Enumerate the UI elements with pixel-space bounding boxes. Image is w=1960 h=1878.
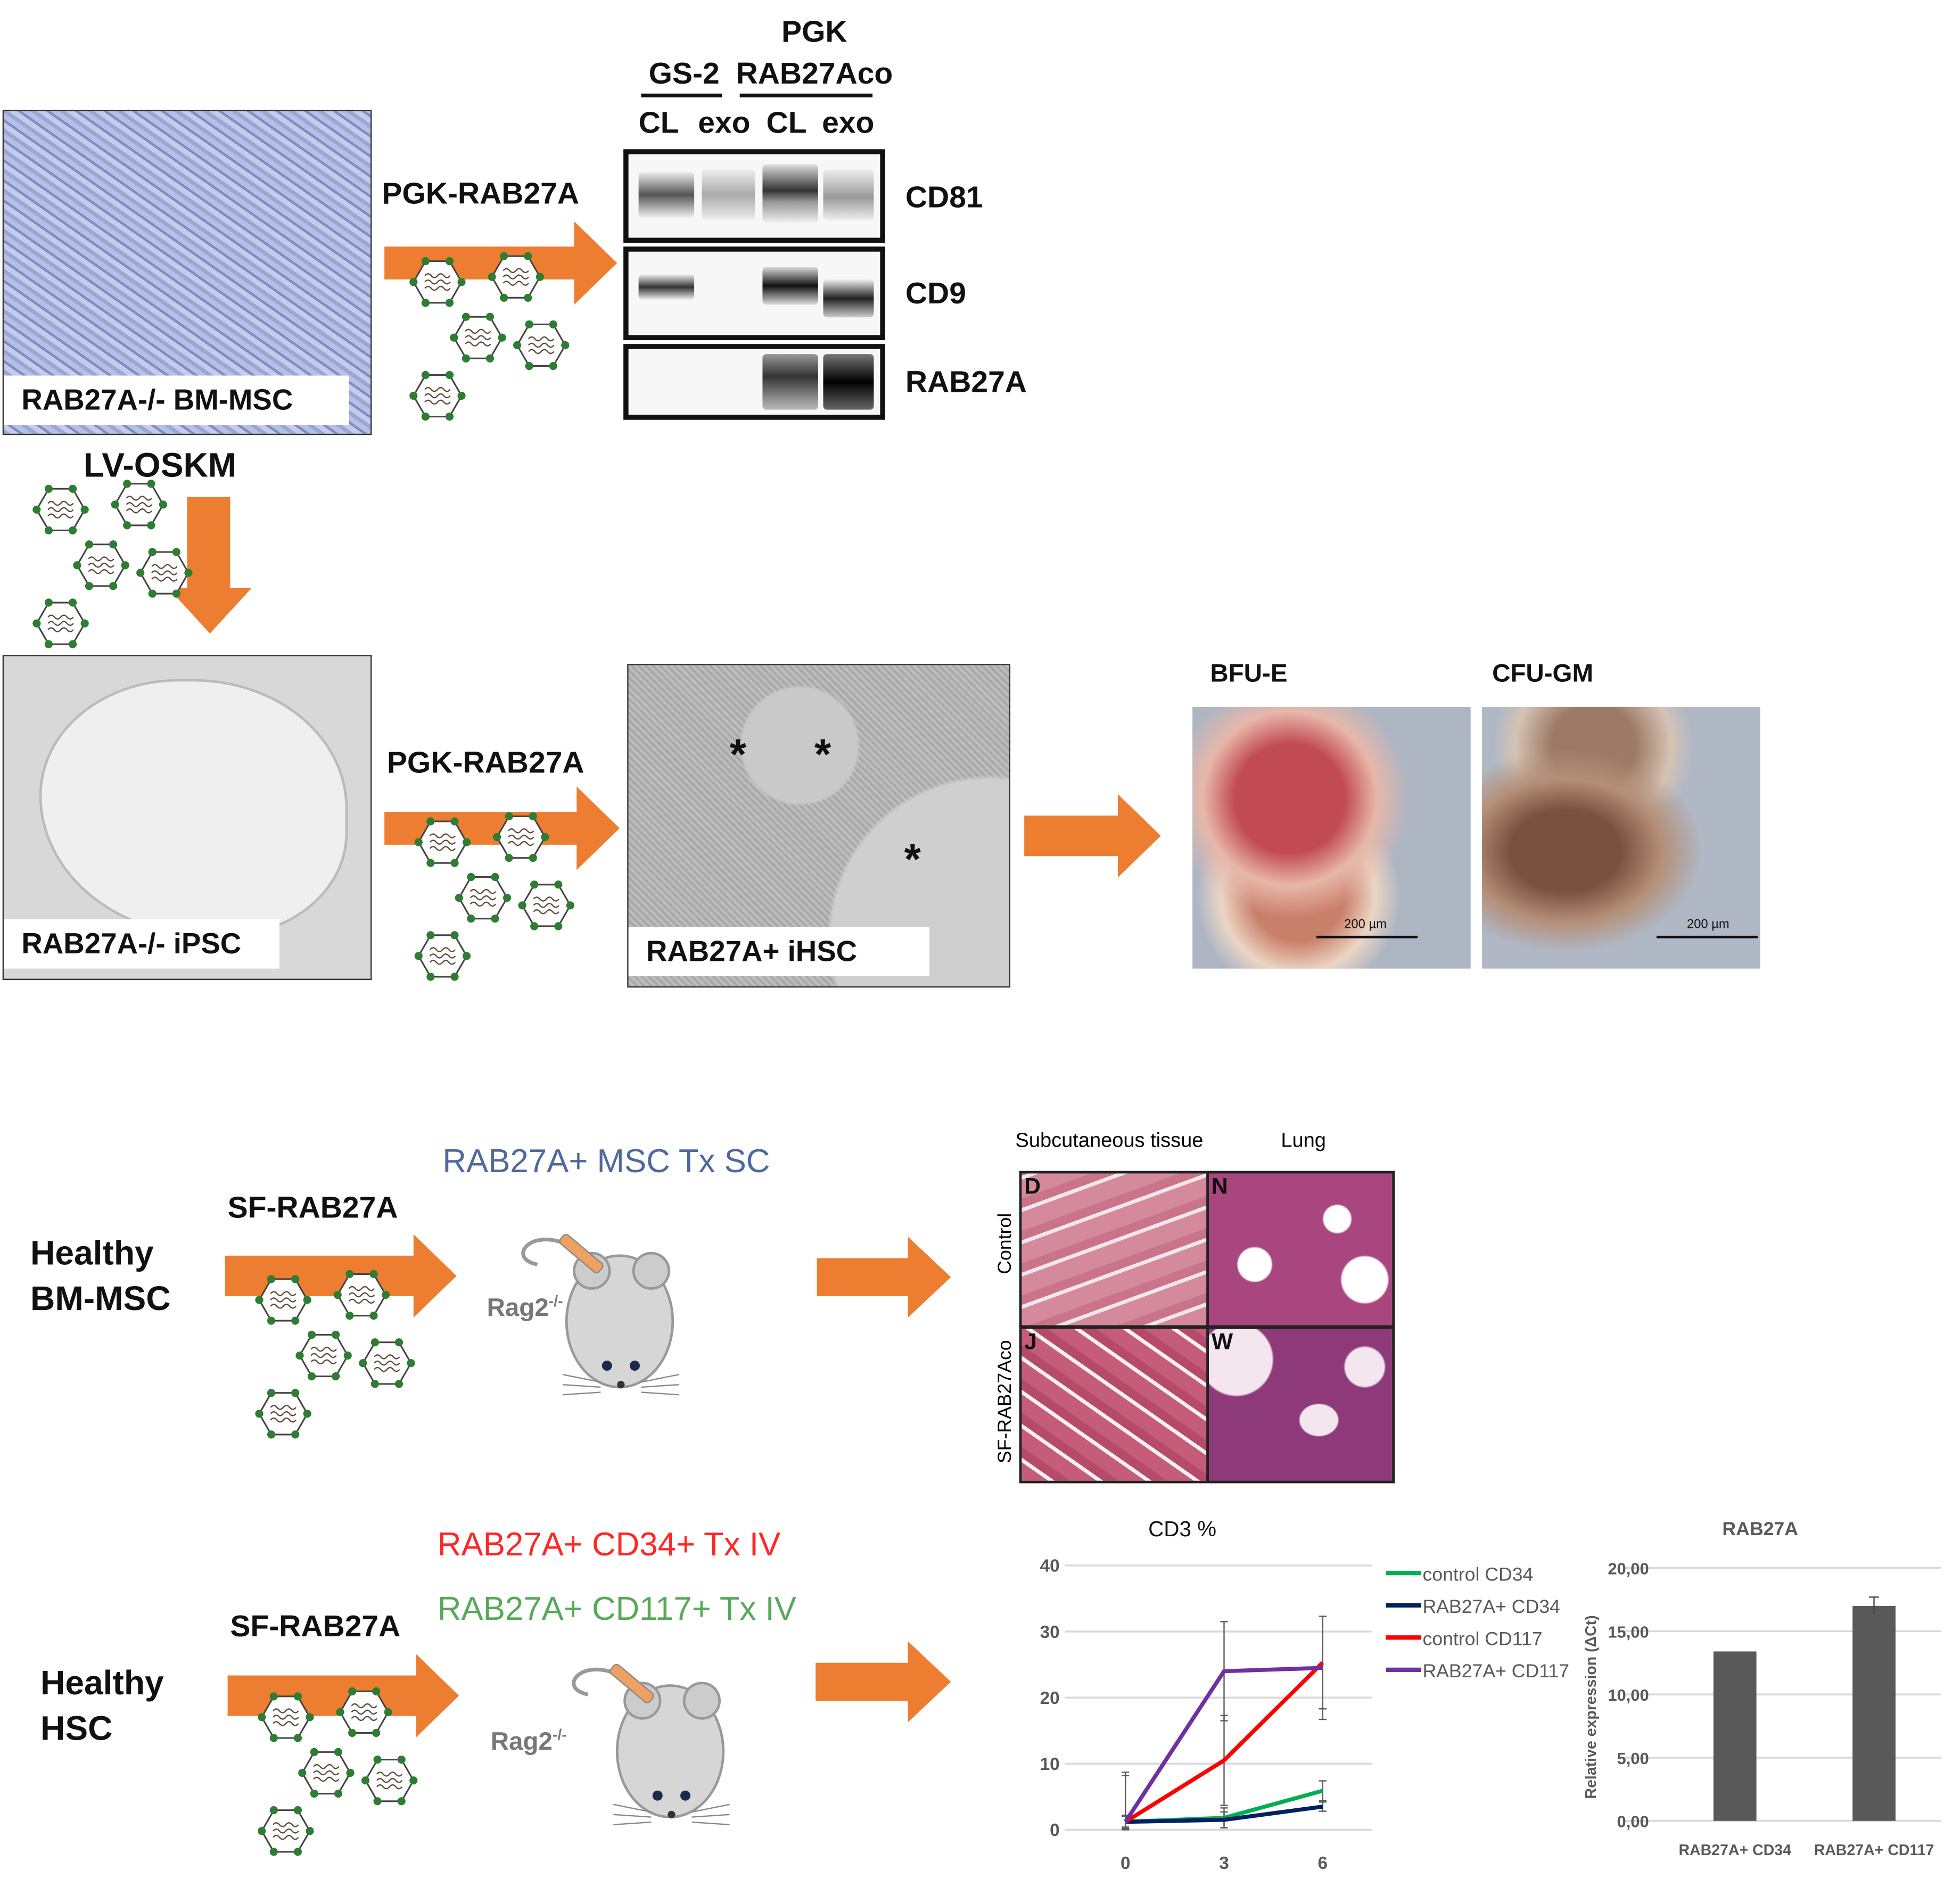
- y-tick-label: 30: [1040, 1622, 1060, 1642]
- y-tick-label: 40: [1040, 1556, 1060, 1576]
- y-tick-label: 0,00: [1617, 1813, 1649, 1831]
- line-chart-title: CD3 %: [1148, 1517, 1216, 1541]
- y-tick-label: 20: [1040, 1688, 1060, 1708]
- y-tick-label: 15,00: [1608, 1622, 1649, 1641]
- x-tick-label: 0: [1121, 1854, 1131, 1873]
- legend-label: control CD117: [1422, 1628, 1542, 1650]
- bar: [1852, 1606, 1896, 1821]
- bar: [1714, 1651, 1757, 1821]
- y-tick-label: 20,00: [1608, 1559, 1649, 1578]
- legend-label: RAB27A+ CD117: [1422, 1660, 1569, 1682]
- y-tick-label: 5,00: [1617, 1749, 1649, 1768]
- legend-label: control CD34: [1422, 1563, 1533, 1585]
- x-tick-label: 3: [1219, 1854, 1229, 1873]
- x-tick-label: RAB27A+ CD34: [1678, 1842, 1791, 1859]
- y-axis-label: Relative expression (ΔCt): [1583, 1615, 1600, 1799]
- legend-label: RAB27A+ CD34: [1422, 1596, 1560, 1617]
- y-tick-label: 10,00: [1608, 1686, 1649, 1704]
- y-tick-label: 10: [1040, 1755, 1060, 1774]
- y-tick-label: 0: [1050, 1821, 1060, 1840]
- bar-chart-title: RAB27A: [1722, 1518, 1798, 1539]
- x-tick-label: 6: [1318, 1854, 1328, 1873]
- x-tick-label: RAB27A+ CD117: [1814, 1842, 1934, 1859]
